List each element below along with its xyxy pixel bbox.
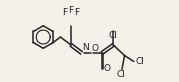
Text: Cl: Cl bbox=[117, 70, 126, 79]
Text: Cl: Cl bbox=[109, 31, 118, 40]
Text: F: F bbox=[68, 6, 74, 15]
Text: O: O bbox=[103, 64, 110, 73]
Text: O: O bbox=[91, 44, 98, 52]
Text: F: F bbox=[62, 8, 68, 17]
Text: Cl: Cl bbox=[135, 57, 144, 66]
Text: F: F bbox=[74, 8, 79, 17]
Text: N: N bbox=[82, 43, 89, 52]
